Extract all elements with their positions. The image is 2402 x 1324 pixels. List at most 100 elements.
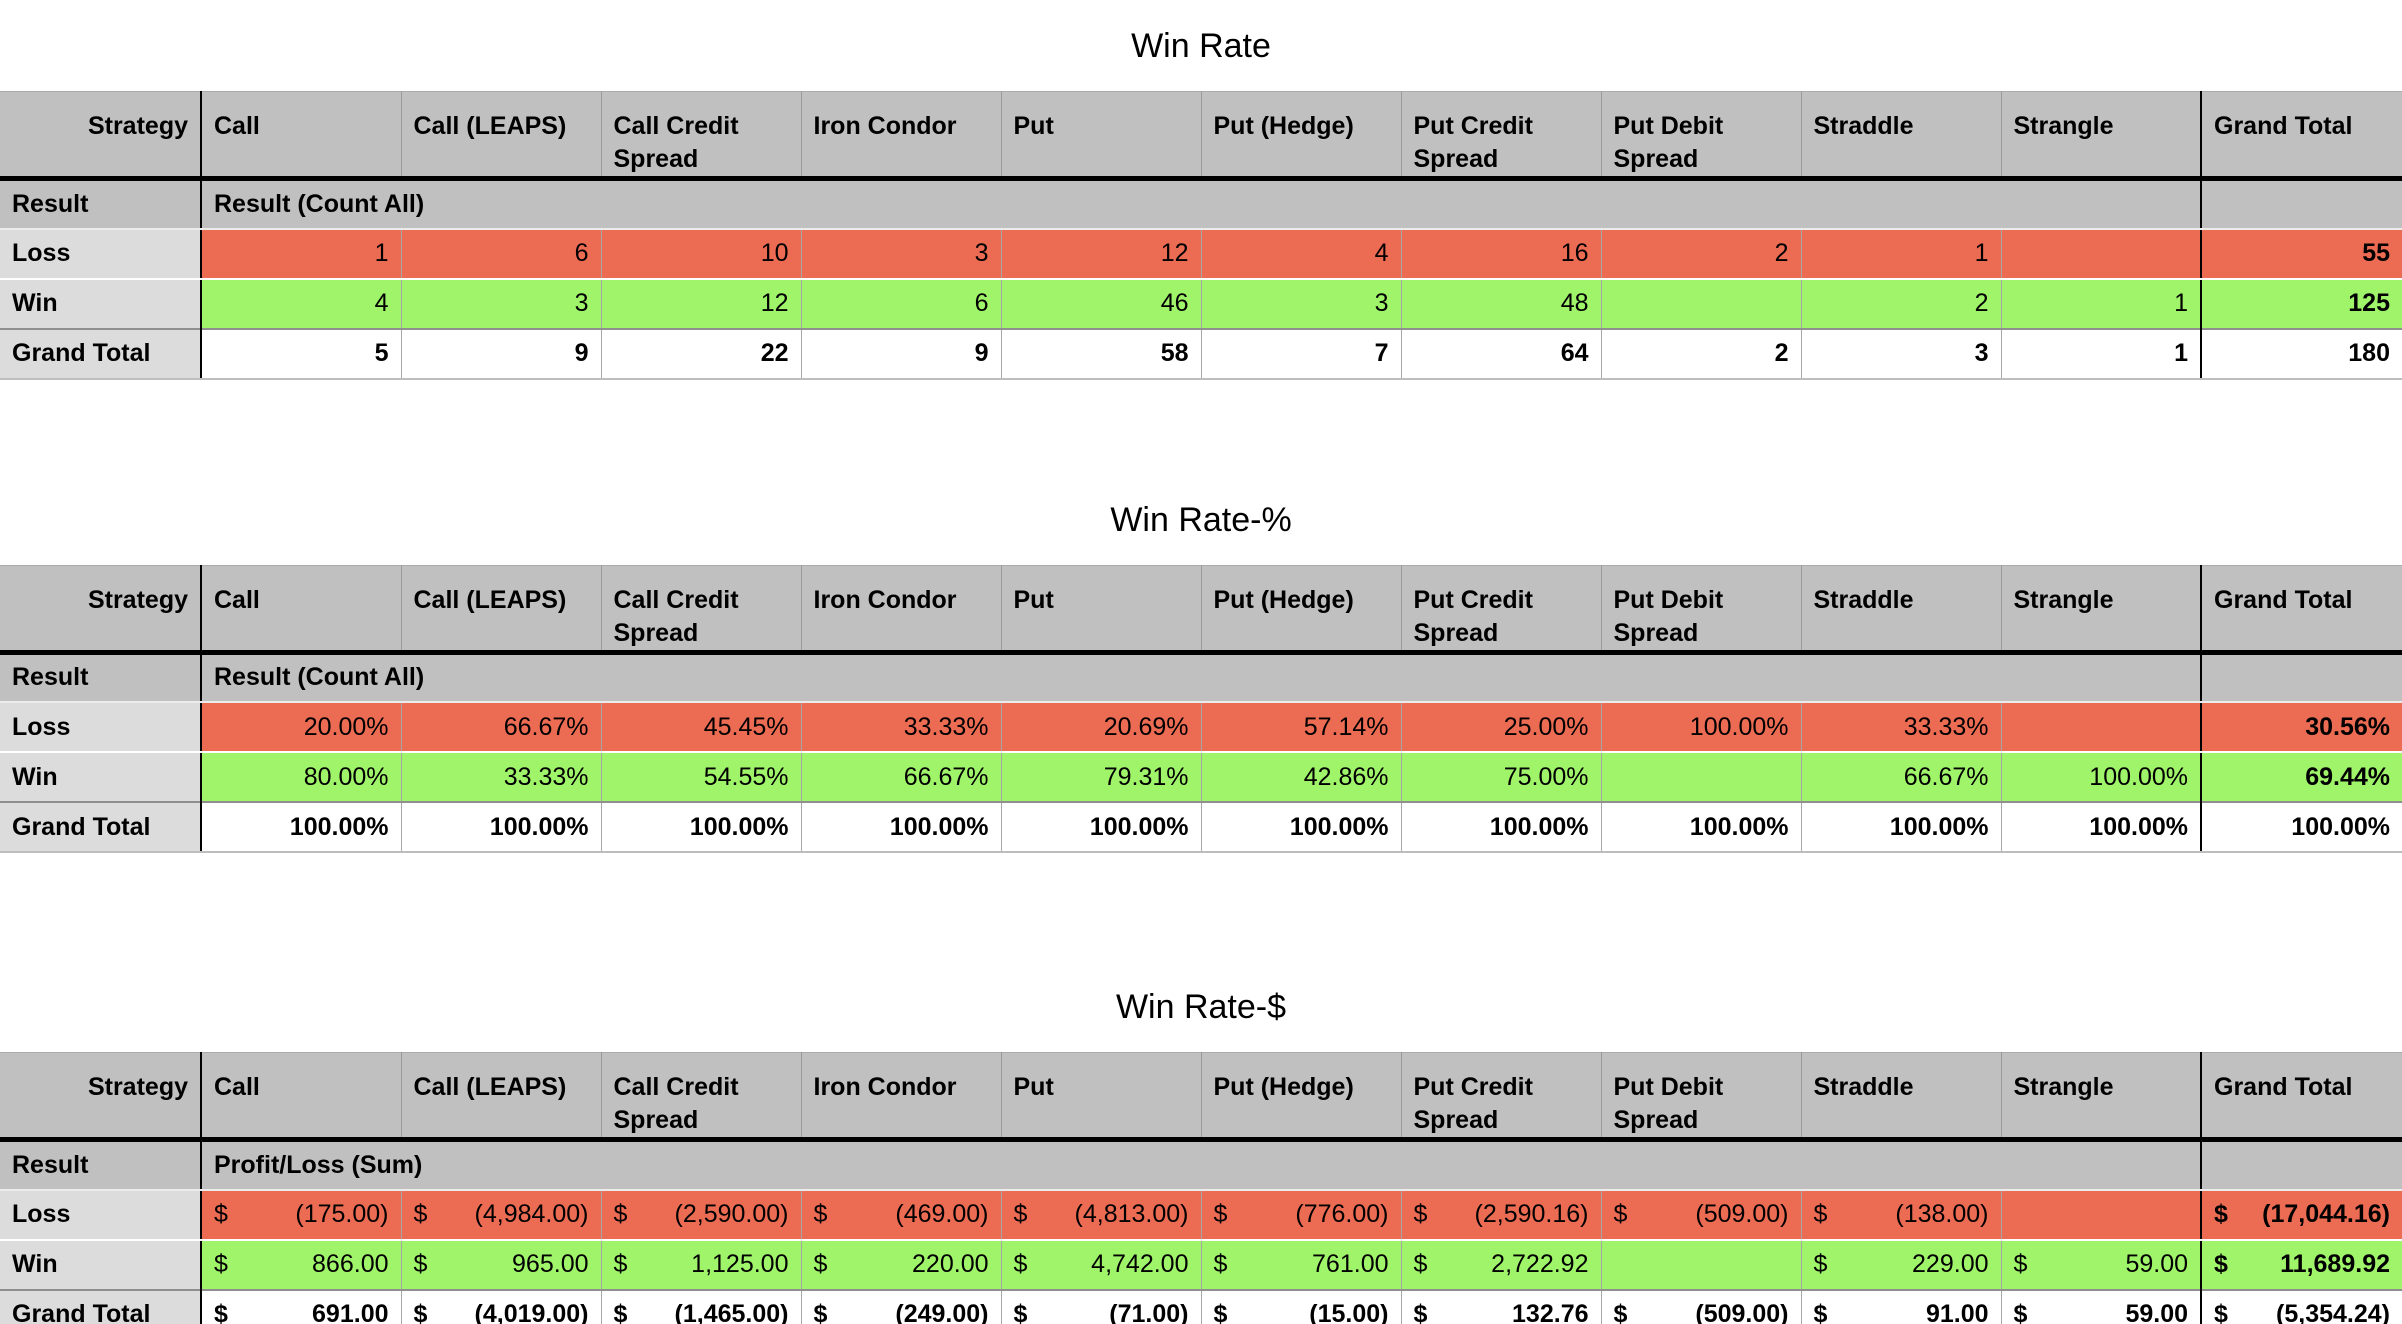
data-cell[interactable]: 100.00% bbox=[401, 801, 602, 853]
data-cell[interactable]: $ (4,984.00) bbox=[401, 1189, 602, 1241]
data-cell[interactable]: $ (1,465.00) bbox=[601, 1288, 802, 1324]
row-label[interactable]: Grand Total bbox=[0, 801, 202, 853]
data-cell[interactable]: 100.00% bbox=[1601, 801, 1802, 853]
column-header-put-debit-spread[interactable]: Put Debit Spread bbox=[1601, 564, 1802, 655]
data-cell[interactable] bbox=[2001, 702, 2202, 753]
data-cell[interactable]: $761.00 bbox=[1201, 1239, 1402, 1290]
data-cell[interactable]: 100.00% bbox=[601, 801, 802, 853]
data-cell[interactable]: $59.00 bbox=[2001, 1239, 2202, 1290]
data-cell[interactable]: 25.00% bbox=[1401, 702, 1602, 753]
result-grand-total-cell[interactable] bbox=[2200, 652, 2402, 703]
data-cell[interactable]: $ (776.00) bbox=[1201, 1189, 1402, 1241]
data-cell[interactable]: 42.86% bbox=[1201, 752, 1402, 802]
row-label[interactable]: Loss bbox=[0, 1189, 202, 1241]
data-cell[interactable]: $691.00 bbox=[201, 1288, 402, 1324]
data-cell[interactable]: $ (469.00) bbox=[801, 1189, 1002, 1241]
data-cell[interactable] bbox=[1601, 278, 1802, 329]
data-cell[interactable]: 33.33% bbox=[801, 702, 1002, 753]
data-cell[interactable]: 64 bbox=[1401, 327, 1602, 380]
column-header-call-credit-spread[interactable]: Call Credit Spread bbox=[601, 1052, 802, 1142]
column-header-grand-total[interactable]: Grand Total bbox=[2200, 91, 2402, 181]
column-header-call-credit-spread[interactable]: Call Credit Spread bbox=[601, 564, 802, 655]
data-cell[interactable]: 10 bbox=[601, 228, 802, 280]
column-header-put-hedge[interactable]: Put (Hedge) bbox=[1201, 91, 1402, 181]
data-cell[interactable]: $ (17,044.16) bbox=[2200, 1189, 2402, 1241]
data-cell[interactable]: 30.56% bbox=[2200, 702, 2402, 753]
data-cell[interactable]: 1 bbox=[201, 228, 402, 280]
data-cell[interactable]: $ (71.00) bbox=[1001, 1288, 1202, 1324]
data-cell[interactable]: 33.33% bbox=[401, 752, 602, 802]
data-cell[interactable]: $ (175.00) bbox=[201, 1189, 402, 1241]
data-cell[interactable]: 58 bbox=[1001, 327, 1202, 380]
column-header-grand-total[interactable]: Grand Total bbox=[2200, 1052, 2402, 1142]
column-header-call[interactable]: Call bbox=[201, 1052, 402, 1142]
data-cell[interactable]: $ (4,813.00) bbox=[1001, 1189, 1202, 1241]
data-cell[interactable]: $220.00 bbox=[801, 1239, 1002, 1290]
column-header-put-credit-spread[interactable]: Put Credit Spread bbox=[1401, 91, 1602, 181]
data-cell[interactable]: $229.00 bbox=[1801, 1239, 2002, 1290]
column-header-straddle[interactable]: Straddle bbox=[1801, 564, 2002, 655]
data-cell[interactable]: 20.69% bbox=[1001, 702, 1202, 753]
data-cell[interactable]: 33.33% bbox=[1801, 702, 2002, 753]
data-cell[interactable]: 66.67% bbox=[401, 702, 602, 753]
result-row-label[interactable]: Result bbox=[0, 652, 202, 703]
corner-strategy-header[interactable]: Strategy bbox=[0, 564, 202, 655]
result-aggregate-label[interactable]: Profit/Loss (Sum) bbox=[201, 1139, 2202, 1191]
data-cell[interactable]: $ (249.00) bbox=[801, 1288, 1002, 1324]
column-header-iron-condor[interactable]: Iron Condor bbox=[801, 564, 1002, 655]
column-header-put-hedge[interactable]: Put (Hedge) bbox=[1201, 564, 1402, 655]
data-cell[interactable]: $965.00 bbox=[401, 1239, 602, 1290]
data-cell[interactable]: 2 bbox=[1601, 228, 1802, 280]
row-label[interactable]: Grand Total bbox=[0, 1288, 202, 1324]
data-cell[interactable] bbox=[2001, 1189, 2202, 1241]
column-header-put-debit-spread[interactable]: Put Debit Spread bbox=[1601, 1052, 1802, 1142]
result-grand-total-cell[interactable] bbox=[2200, 1139, 2402, 1191]
data-cell[interactable]: $4,742.00 bbox=[1001, 1239, 1202, 1290]
data-cell[interactable]: 48 bbox=[1401, 278, 1602, 329]
column-header-put[interactable]: Put bbox=[1001, 564, 1202, 655]
column-header-straddle[interactable]: Straddle bbox=[1801, 91, 2002, 181]
data-cell[interactable]: 20.00% bbox=[201, 702, 402, 753]
column-header-put-debit-spread[interactable]: Put Debit Spread bbox=[1601, 91, 1802, 181]
data-cell[interactable]: $ (2,590.00) bbox=[601, 1189, 802, 1241]
data-cell[interactable]: 9 bbox=[401, 327, 602, 380]
column-header-strangle[interactable]: Strangle bbox=[2001, 1052, 2202, 1142]
data-cell[interactable]: 12 bbox=[1001, 228, 1202, 280]
column-header-strangle[interactable]: Strangle bbox=[2001, 91, 2202, 181]
data-cell[interactable]: 2 bbox=[1801, 278, 2002, 329]
data-cell[interactable]: 55 bbox=[2200, 228, 2402, 280]
data-cell[interactable]: 22 bbox=[601, 327, 802, 380]
data-cell[interactable] bbox=[2001, 228, 2202, 280]
data-cell[interactable]: 6 bbox=[401, 228, 602, 280]
data-cell[interactable]: 80.00% bbox=[201, 752, 402, 802]
data-cell[interactable]: 45.45% bbox=[601, 702, 802, 753]
data-cell[interactable]: 46 bbox=[1001, 278, 1202, 329]
data-cell[interactable]: $59.00 bbox=[2001, 1288, 2202, 1324]
data-cell[interactable]: 1 bbox=[2001, 278, 2202, 329]
corner-strategy-header[interactable]: Strategy bbox=[0, 1052, 202, 1142]
data-cell[interactable]: $ (509.00) bbox=[1601, 1189, 1802, 1241]
column-header-call[interactable]: Call bbox=[201, 564, 402, 655]
data-cell[interactable]: 180 bbox=[2200, 327, 2402, 380]
data-cell[interactable]: $866.00 bbox=[201, 1239, 402, 1290]
data-cell[interactable] bbox=[1601, 1239, 1802, 1290]
row-label[interactable]: Win bbox=[0, 752, 202, 802]
data-cell[interactable]: 100.00% bbox=[1601, 702, 1802, 753]
data-cell[interactable]: $ (5,354.24) bbox=[2200, 1288, 2402, 1324]
column-header-call-leaps[interactable]: Call (LEAPS) bbox=[401, 564, 602, 655]
data-cell[interactable]: $132.76 bbox=[1401, 1288, 1602, 1324]
data-cell[interactable]: 3 bbox=[1801, 327, 2002, 380]
result-aggregate-label[interactable]: Result (Count All) bbox=[201, 652, 2202, 703]
data-cell[interactable]: $ (138.00) bbox=[1801, 1189, 2002, 1241]
data-cell[interactable]: 125 bbox=[2200, 278, 2402, 329]
data-cell[interactable]: 4 bbox=[201, 278, 402, 329]
data-cell[interactable]: 66.67% bbox=[1801, 752, 2002, 802]
column-header-put-hedge[interactable]: Put (Hedge) bbox=[1201, 1052, 1402, 1142]
data-cell[interactable]: $11,689.92 bbox=[2200, 1239, 2402, 1290]
data-cell[interactable]: 3 bbox=[401, 278, 602, 329]
data-cell[interactable]: 100.00% bbox=[2200, 801, 2402, 853]
data-cell[interactable]: $1,125.00 bbox=[601, 1239, 802, 1290]
data-cell[interactable]: 2 bbox=[1601, 327, 1802, 380]
data-cell[interactable]: $2,722.92 bbox=[1401, 1239, 1602, 1290]
data-cell[interactable]: 12 bbox=[601, 278, 802, 329]
